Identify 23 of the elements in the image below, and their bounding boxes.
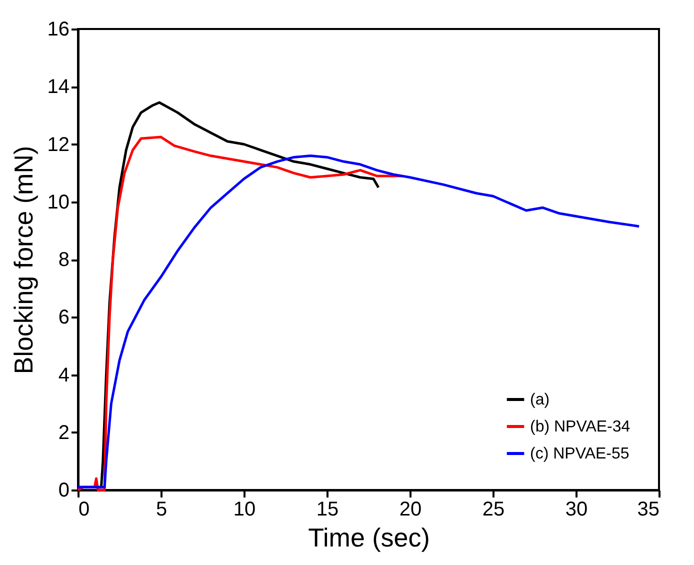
legend-label: (c) NPVAE-55: [530, 446, 630, 462]
y-tick-label: 10: [47, 191, 70, 214]
y-tick-label: 2: [58, 422, 70, 444]
x-axis-title: Time (sec): [308, 522, 430, 552]
y-tick-label: 16: [47, 18, 70, 40]
x-tick-label: 5: [156, 498, 168, 520]
y-tick-label: 4: [58, 364, 70, 386]
legend-label: (a): [530, 392, 550, 408]
x-tick-label: 20: [399, 498, 422, 520]
x-tick-label: 30: [565, 498, 588, 520]
y-tick-label: 6: [58, 306, 70, 329]
legend-label: (b) NPVAE-34: [530, 418, 630, 436]
y-tick-label: 8: [58, 249, 70, 271]
x-tick-label: 0: [78, 498, 90, 520]
line-series: [76, 154, 640, 488]
y-tick-label: 14: [47, 76, 70, 98]
y-tick-label: 0: [58, 480, 70, 502]
x-tick-label: 25: [482, 498, 505, 520]
x-tick-label: 10: [233, 498, 256, 520]
y-axis-title: Blocking force (mN): [8, 146, 38, 374]
x-tick-label: 15: [316, 498, 339, 520]
x-tick-label: 35: [637, 498, 660, 520]
y-tick-label: 12: [47, 134, 70, 156]
